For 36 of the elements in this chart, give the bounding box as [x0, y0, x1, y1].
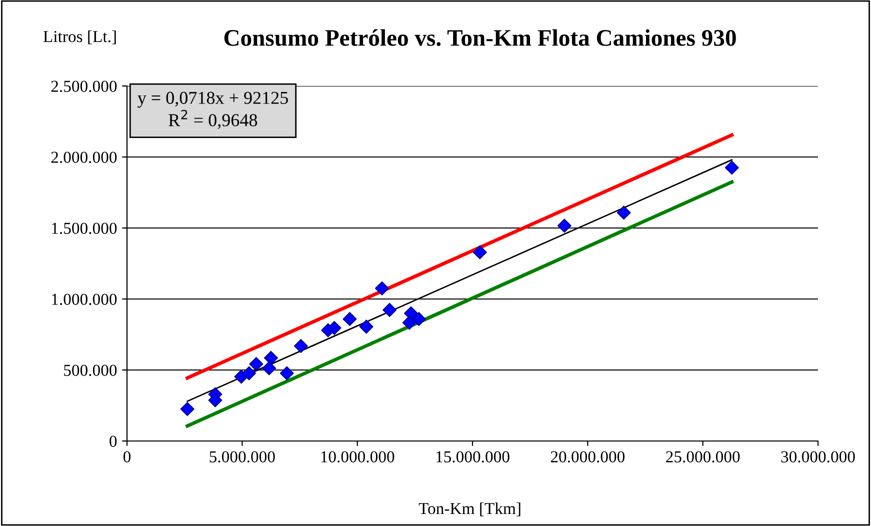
point [208, 393, 222, 408]
y-tick-label: 500.000 [64, 364, 117, 376]
point [402, 316, 416, 330]
point [359, 320, 374, 334]
chart-title: Consumo Petróleo vs. Ton-Km Flota Camiones 930 [224, 29, 736, 46]
point [382, 302, 397, 317]
x-axis-title: Ton-Km [Tkm] [418, 502, 520, 516]
y-tick-label: 2.000.000 [51, 152, 117, 164]
y-axis-title: Litros [Lt.] [43, 30, 116, 44]
x-tick-label: 15.000.000 [436, 451, 510, 463]
y-tick-label: 1.000.000 [52, 294, 117, 306]
x-tick-label: 10.000.000 [321, 451, 394, 463]
point [294, 338, 308, 354]
point [280, 366, 294, 380]
point [249, 357, 264, 372]
x-tick-label: 5.000.000 [210, 451, 275, 463]
point [616, 206, 631, 220]
point [180, 402, 194, 416]
annotation: y = 0,0718x + 92125 R$^{2}$ = 0,9648 [138, 92, 288, 129]
point [374, 281, 389, 296]
point [264, 350, 278, 365]
point [342, 312, 357, 326]
y-tick-label: 0 [110, 436, 117, 447]
point [262, 361, 276, 376]
x-tick-label: 30.000.000 [781, 451, 855, 463]
y-tick-label: 1.500.000 [52, 222, 117, 234]
x-tick-label: 25.000.000 [666, 451, 740, 463]
x-tick-label: 0 [123, 451, 131, 462]
x-tick-label: 20.000.000 [550, 451, 625, 463]
y-tick-label: 2.500.000 [51, 80, 117, 92]
point [412, 312, 426, 326]
point [724, 160, 739, 175]
point [472, 245, 487, 260]
point [557, 218, 572, 233]
point [327, 320, 342, 335]
point [242, 366, 256, 380]
